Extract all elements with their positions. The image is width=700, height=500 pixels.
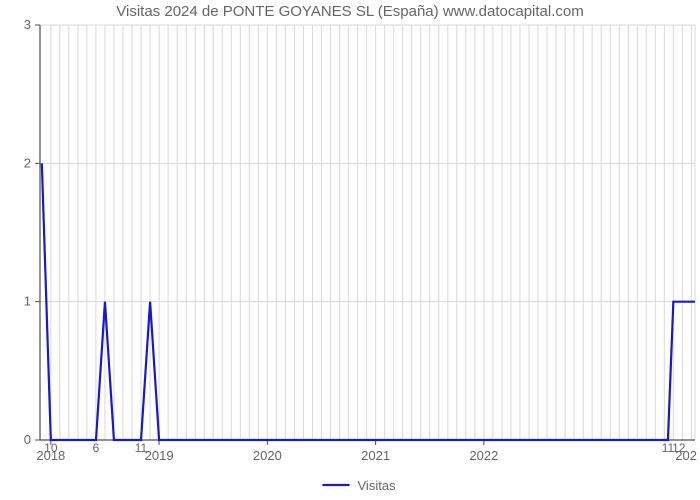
y-axis: 0 1 2 3 xyxy=(24,17,40,447)
legend-label: Visitas xyxy=(358,478,397,493)
line-chart: Visitas 2024 de PONTE GOYANES SL (España… xyxy=(0,0,700,500)
chart-grid xyxy=(40,25,695,440)
y-tick-label: 1 xyxy=(24,294,31,309)
x-tick-label: 2019 xyxy=(145,448,174,463)
x-tick-label: 2020 xyxy=(253,448,282,463)
y-tick-label: 3 xyxy=(24,17,31,32)
x-tick-label: 2022 xyxy=(469,448,498,463)
chart-title: Visitas 2024 de PONTE GOYANES SL (España… xyxy=(116,3,583,20)
x-tick-label: 2021 xyxy=(361,448,390,463)
point-label: 6 xyxy=(93,441,100,455)
plot-border xyxy=(40,25,695,440)
chart-legend: Visitas xyxy=(323,478,397,493)
point-label: 11 xyxy=(135,441,148,455)
point-label: 10 xyxy=(44,441,58,455)
y-tick-label: 0 xyxy=(24,432,31,447)
chart-svg: Visitas 2024 de PONTE GOYANES SL (España… xyxy=(0,0,700,500)
point-label: 12 xyxy=(672,441,686,455)
y-tick-label: 2 xyxy=(24,155,31,170)
